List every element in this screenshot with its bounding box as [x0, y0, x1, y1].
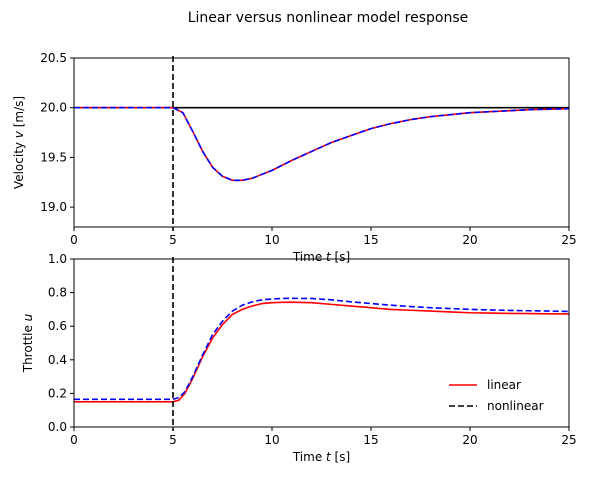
x-tick-label: 0	[70, 433, 78, 447]
x-tick-label: 20	[462, 433, 477, 447]
x-tick-label: 5	[169, 433, 177, 447]
axes-frame	[73, 57, 570, 228]
axes-throttle: 0 5 10 15 20 25 0.0 0.2 0.4 0.6 0.8 1.0 Time t [s] Th…	[21, 252, 577, 464]
legend: linear nonlinear	[449, 378, 544, 413]
y-axis-label: Velocity v [m/s]	[12, 96, 26, 189]
x-axis-label: Time t [s]	[292, 250, 350, 264]
y-tick-label: 19.5	[40, 150, 67, 164]
x-tick-label: 5	[169, 233, 177, 247]
legend-label-nonlinear: nonlinear	[487, 399, 544, 413]
series-line-series-1	[74, 106, 569, 182]
y-tick-label: 1.0	[48, 252, 67, 266]
y-tick-label: 20.5	[40, 51, 67, 65]
data-layer	[74, 297, 569, 403]
axes-frame	[73, 258, 570, 428]
y-tick-label: 20.0	[40, 101, 67, 115]
y-tick-label: 0.6	[48, 319, 67, 333]
y-tick-label: 0.2	[48, 386, 67, 400]
series-line-series-2	[74, 106, 569, 182]
legend-label-linear: linear	[487, 378, 521, 392]
x-tick-label: 20	[462, 233, 477, 247]
plots-layer: 0 5 10 15 20 25 19.0 19.5 20.0 20.5 Time t [s] Velo…	[12, 51, 577, 464]
x-tick-label: 25	[561, 233, 576, 247]
x-tick-label: 0	[70, 233, 78, 247]
y-tick-label: 19.0	[40, 200, 67, 214]
x-tick-label: 25	[561, 433, 576, 447]
series-line-nonlinear	[74, 297, 569, 401]
x-tick-label: 10	[264, 233, 279, 247]
x-tick-label: 15	[363, 433, 378, 447]
y-tick-label: 0.8	[48, 286, 67, 300]
axes-velocity: 0 5 10 15 20 25 19.0 19.5 20.0 20.5 Time t [s] Velo…	[12, 51, 577, 264]
x-tick-label: 10	[264, 433, 279, 447]
data-layer	[74, 106, 569, 182]
y-tick-label: 0.4	[48, 353, 67, 367]
x-tick-label: 15	[363, 233, 378, 247]
y-tick-label: 0.0	[48, 420, 67, 434]
x-axis-label: Time t [s]	[292, 450, 350, 464]
y-axis-label: Throttle u	[21, 313, 35, 373]
figure-title: Linear versus nonlinear model response	[188, 10, 469, 26]
